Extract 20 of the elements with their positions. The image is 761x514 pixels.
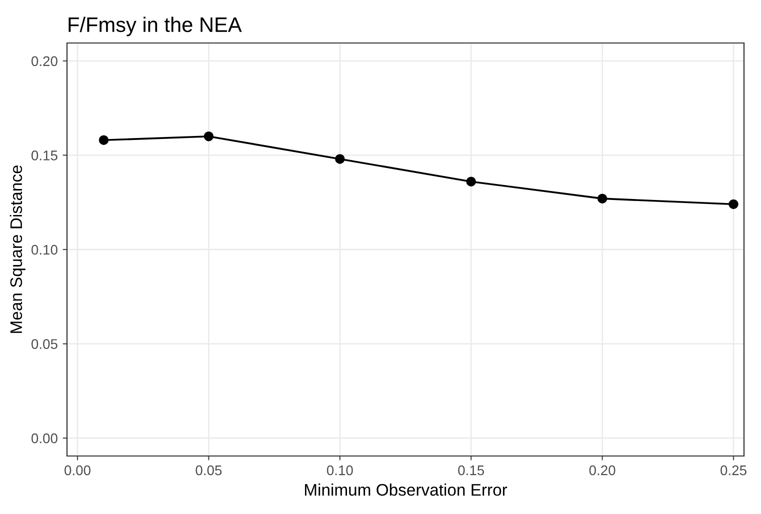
x-tick-label: 0.15 <box>458 465 484 476</box>
point <box>597 194 608 204</box>
point <box>98 135 109 145</box>
y-tick-label: 0.20 <box>31 56 58 66</box>
chart-title: F/Fmsy in the NEA <box>68 16 242 36</box>
x-tick-label: 0.25 <box>720 465 746 476</box>
point <box>466 176 476 186</box>
x-tick-label: 0.10 <box>326 465 353 476</box>
point <box>335 154 345 164</box>
y-tick-label: 0.10 <box>31 244 58 255</box>
point <box>728 199 738 210</box>
x-tick-label: 0.20 <box>589 465 616 476</box>
x-axis-title: Minimum Observation Error <box>304 484 508 496</box>
y-tick-label: 0.05 <box>31 339 58 349</box>
x-tick-label: 0.00 <box>64 465 90 476</box>
point <box>204 131 214 142</box>
y-tick-label: 0.00 <box>31 433 58 444</box>
y-axis-title: Mean Square Distance <box>10 165 26 333</box>
y-tick-label: 0.15 <box>31 150 58 160</box>
x-tick-label: 0.05 <box>196 465 222 476</box>
